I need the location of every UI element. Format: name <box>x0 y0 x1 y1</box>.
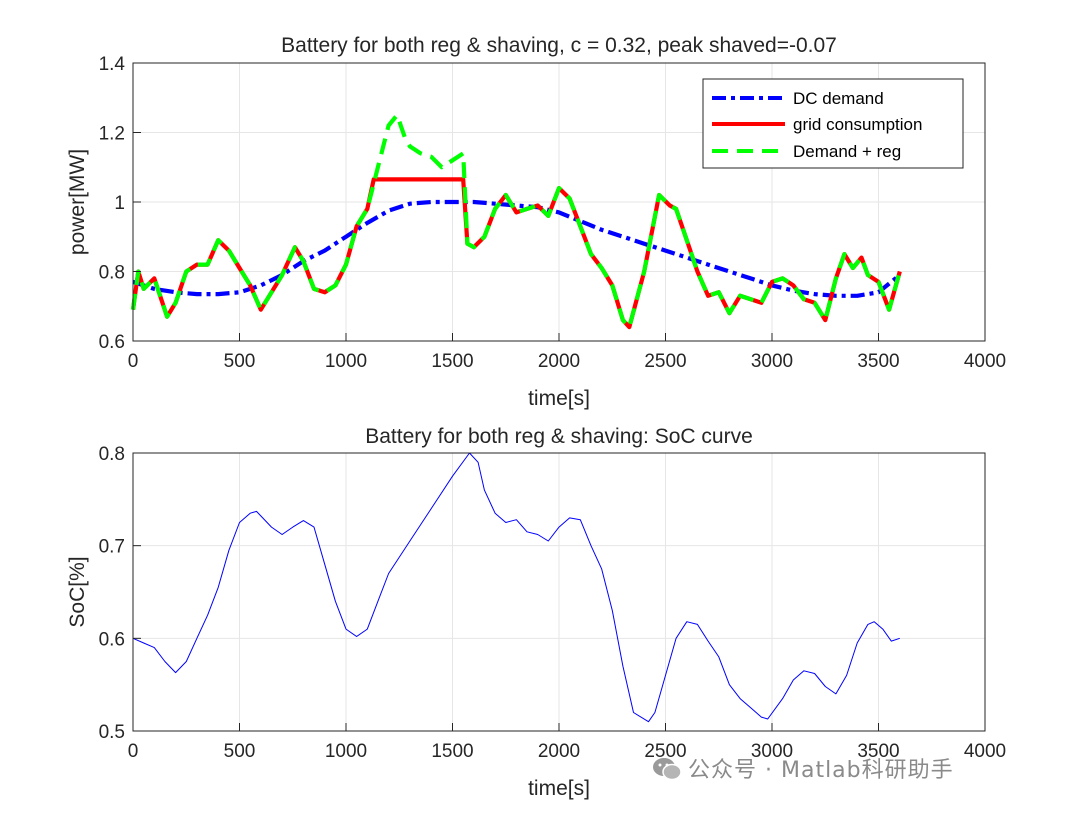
power-y-axis-label: power[MW] <box>66 149 89 255</box>
wechat-icon <box>653 758 682 781</box>
soc-y-tick-label: 0.6 <box>99 629 125 650</box>
soc-y-tick-label: 0.5 <box>99 722 125 743</box>
soc-x-tick-label: 3500 <box>857 741 899 762</box>
power-y-tick-label: 0.8 <box>99 263 125 284</box>
soc-series-lines <box>132 452 900 723</box>
soc-x-axis-label: time[s] <box>528 777 590 800</box>
power-x-tick-label: 1000 <box>325 351 367 372</box>
power-y-tick-label: 0.6 <box>99 332 125 353</box>
soc-x-tick-label: 3000 <box>751 741 793 762</box>
soc-x-tick-label: 2000 <box>538 741 580 762</box>
soc-x-tick-label: 2500 <box>644 741 686 762</box>
watermark-text: 公众号 · Matlab科研助手 <box>688 758 954 783</box>
power-x-tick-label: 0 <box>128 351 139 372</box>
soc-ticks: 0 500 1000 1500 2000 2500 3000 3500 4000 0.5 0.6 0.… <box>99 444 1007 762</box>
series-line-demand-reg <box>130 112 902 330</box>
soc-x-tick-label: 1000 <box>325 741 367 762</box>
series-line-soc <box>132 452 900 723</box>
soc-chart-title: Battery for both reg & shaving: SoC curv… <box>365 425 753 448</box>
power-x-tick-label: 2000 <box>538 351 580 372</box>
soc-x-tick-label: 500 <box>224 741 256 762</box>
soc-y-axis-label: SoC[%] <box>66 556 89 627</box>
legend-label-demand-reg: Demand + reg <box>793 142 901 161</box>
power-y-tick-label: 1.4 <box>99 54 126 75</box>
power-x-tick-label: 3500 <box>857 351 899 372</box>
soc-x-tick-label: 0 <box>128 741 139 762</box>
soc-y-tick-label: 0.8 <box>99 444 125 465</box>
watermark: 公众号 · Matlab科研助手 <box>652 752 954 784</box>
power-x-axis-label: time[s] <box>528 387 590 410</box>
soc-subplot: 0 500 1000 1500 2000 2500 3000 3500 4000 0.5 0.6 0.… <box>66 425 1006 800</box>
power-x-tick-label: 2500 <box>644 351 686 372</box>
soc-x-tick-label: 1500 <box>431 741 473 762</box>
power-series-lines <box>130 112 902 330</box>
power-x-tick-label: 4000 <box>964 351 1006 372</box>
power-ticks: 0 500 1000 1500 2000 2500 3000 3500 4000 0.6 0.8 1 1… <box>99 54 1007 372</box>
legend-label-grid-consumption: grid consumption <box>793 115 922 134</box>
legend-label-dc-demand: DC demand <box>793 89 884 108</box>
soc-x-tick-label: 4000 <box>964 741 1006 762</box>
power-y-tick-label: 1.2 <box>99 124 125 145</box>
power-y-tick-label: 1 <box>114 193 125 214</box>
power-subplot: 0 500 1000 1500 2000 2500 3000 3500 4000 0.6 0.8 1 1… <box>66 34 1006 410</box>
power-chart-title: Battery for both reg & shaving, c = 0.32… <box>281 34 837 57</box>
power-x-tick-label: 3000 <box>751 351 793 372</box>
power-legend: DC demand grid consumption Demand + reg <box>702 78 964 169</box>
soc-y-tick-label: 0.7 <box>99 537 125 558</box>
power-x-tick-label: 1500 <box>431 351 473 372</box>
power-x-tick-label: 500 <box>224 351 256 372</box>
